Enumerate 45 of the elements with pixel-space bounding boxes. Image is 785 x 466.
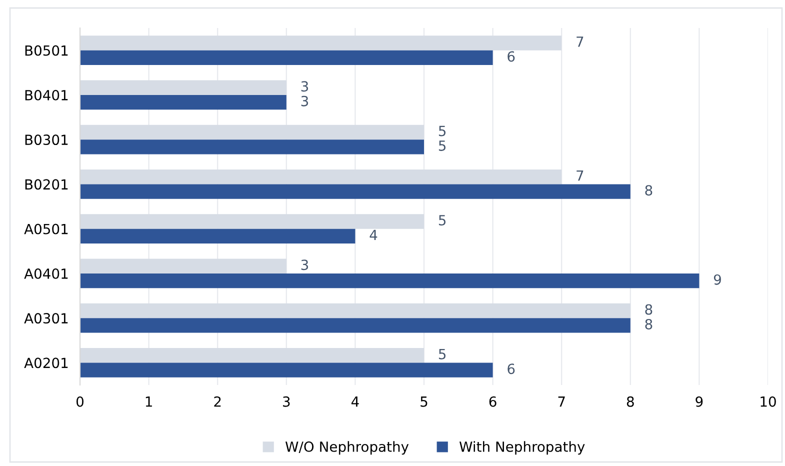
data-label: 5 (438, 215, 446, 226)
data-label: 5 (438, 126, 446, 136)
y-tick-label: A0501 (24, 224, 68, 234)
data-label: 6 (508, 51, 515, 62)
x-tick-label: 10 (760, 396, 776, 407)
x-tick-label: 8 (626, 396, 634, 407)
data-label: 8 (645, 185, 652, 196)
legend-label: W/O Nephropathy (285, 441, 409, 455)
x-tick-label: 7 (558, 396, 565, 407)
x-tick-label: 0 (76, 396, 84, 407)
data-label: 3 (301, 81, 308, 92)
y-tick-label: A0401 (24, 268, 68, 279)
data-label: 7 (576, 170, 584, 181)
y-tick-label: B0301 (25, 134, 68, 146)
bar (80, 228, 356, 244)
bar (80, 94, 286, 110)
data-label: 8 (645, 318, 652, 330)
x-tick-label: 6 (489, 396, 496, 407)
data-label: 5 (438, 349, 446, 360)
bar (80, 140, 424, 154)
data-label: 7 (576, 36, 584, 47)
x-tick-label: 2 (214, 396, 221, 407)
bar (80, 184, 630, 199)
x-tick-label: 5 (420, 396, 428, 407)
data-label: 6 (508, 364, 515, 374)
y-tick-label: A0301 (24, 313, 68, 324)
bar (80, 318, 630, 333)
x-tick-label: 9 (696, 396, 703, 407)
data-label: 4 (370, 230, 378, 240)
x-tick-label: 3 (283, 396, 290, 407)
y-tick-label: B0201 (25, 179, 68, 190)
y-tick-label: B0501 (25, 45, 68, 56)
legend-label: With Nephropathy (459, 441, 585, 455)
y-tick-label: A0201 (24, 358, 68, 368)
data-label: 3 (301, 260, 308, 270)
data-label: 3 (301, 96, 308, 106)
data-label: 9 (714, 274, 721, 285)
bar (80, 362, 493, 378)
x-tick-label: 1 (146, 396, 152, 407)
x-tick-label: 4 (351, 396, 359, 407)
y-tick-label: B0401 (25, 90, 68, 100)
data-label: 8 (645, 304, 652, 315)
bar (80, 273, 700, 288)
data-label: 5 (438, 140, 446, 151)
bar (80, 50, 493, 66)
